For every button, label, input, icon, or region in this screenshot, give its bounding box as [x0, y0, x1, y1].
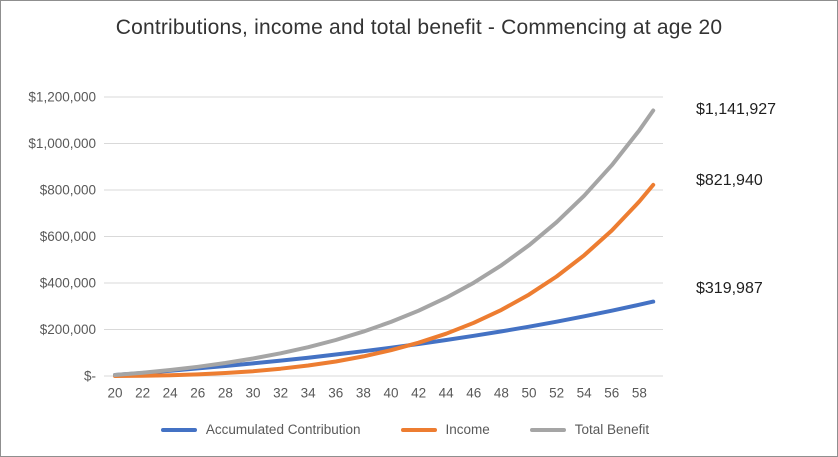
legend-swatch-total-benefit — [529, 427, 566, 432]
x-axis-tick-label: 36 — [328, 386, 343, 401]
x-axis-tick-label: 48 — [494, 386, 509, 401]
x-axis-tick-label: 38 — [356, 386, 371, 401]
legend-swatch-income — [400, 427, 437, 432]
x-axis-tick-label: 52 — [549, 386, 564, 401]
x-axis-tick-label: 54 — [577, 386, 593, 401]
data-label-total-benefit: $1,141,927 — [696, 101, 777, 118]
legend-label-accumulated-contribution: Accumulated Contribution — [205, 422, 361, 437]
legend-item-total-benefit: Total Benefit — [529, 422, 650, 437]
series-line-total-benefit — [113, 108, 656, 377]
legend-label-total-benefit: Total Benefit — [574, 422, 650, 437]
x-axis-tick-label: 40 — [383, 386, 398, 401]
y-axis-tick-label: $1,200,000 — [28, 90, 96, 105]
x-axis-tick-label: 44 — [439, 386, 455, 401]
y-axis-tick-label: $800,000 — [40, 183, 96, 198]
x-axis-tick-label: 20 — [107, 386, 122, 401]
series-line-accumulated-contribution — [113, 299, 656, 377]
legend-label-income: Income — [445, 422, 490, 437]
chart-title: Contributions, income and total benefit … — [115, 16, 723, 39]
x-axis-tick-label: 30 — [245, 386, 260, 401]
x-axis-tick-label: 50 — [521, 386, 536, 401]
x-axis-tick-label: 58 — [632, 386, 647, 401]
y-axis-tick-label: $1,000,000 — [28, 136, 96, 151]
x-axis-tick-label: 34 — [301, 386, 317, 401]
x-axis-tick-label: 42 — [411, 386, 426, 401]
data-label-accumulated-contribution: $319,987 — [696, 280, 763, 297]
x-axis-tick-label: 32 — [273, 386, 288, 401]
y-axis-tick-label: $400,000 — [40, 276, 96, 291]
series-line-income — [113, 182, 656, 378]
x-axis-tick-label: 26 — [190, 386, 205, 401]
x-axis-tick-label: 56 — [604, 386, 619, 401]
data-label-income: $821,940 — [696, 172, 763, 189]
legend-item-income: Income — [400, 422, 490, 437]
legend: Accumulated Contribution Income Total Be… — [1, 422, 823, 437]
y-axis-tick-label: $600,000 — [40, 229, 96, 244]
x-axis-tick-label: 24 — [163, 386, 179, 401]
y-axis-tick-label: $- — [84, 369, 96, 384]
x-axis-tick-label: 28 — [218, 386, 233, 401]
legend-swatch-accumulated-contribution — [160, 427, 197, 432]
legend-item-accumulated-contribution: Accumulated Contribution — [160, 422, 361, 437]
y-axis-tick-label: $200,000 — [40, 322, 96, 337]
x-axis-tick-label: 46 — [466, 386, 481, 401]
x-axis-tick-label: 22 — [135, 386, 150, 401]
